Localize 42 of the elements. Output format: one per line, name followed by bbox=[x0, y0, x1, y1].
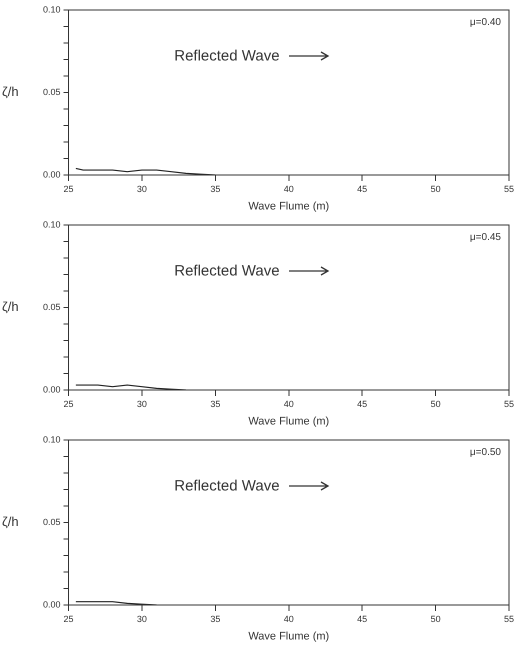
x-tick-label: 25 bbox=[64, 398, 74, 409]
annotation: Reflected Wave bbox=[174, 262, 280, 280]
x-tick-label: 50 bbox=[430, 184, 441, 194]
annotation: Reflected Wave bbox=[174, 47, 280, 64]
y-tick-label: 0.10 bbox=[42, 219, 61, 230]
x-tick-label: 40 bbox=[284, 614, 294, 624]
x-tick-label: 30 bbox=[136, 398, 147, 409]
x-tick-label: 25 bbox=[64, 184, 74, 194]
x-tick-label: 55 bbox=[504, 184, 514, 194]
x-axis-title: Wave Flume (m) bbox=[248, 630, 330, 642]
annotation: μ=0.45 bbox=[470, 232, 502, 243]
x-tick-label: 45 bbox=[357, 614, 368, 624]
annotation: μ=0.40 bbox=[470, 16, 502, 28]
y-tick-label: 0.05 bbox=[42, 86, 61, 97]
x-tick-label: 40 bbox=[284, 398, 294, 409]
y-axis-title: ζ/h bbox=[2, 514, 19, 530]
x-tick-label: 35 bbox=[210, 398, 220, 409]
y-tick-label: 0.05 bbox=[42, 302, 61, 312]
x-tick-label: 50 bbox=[430, 398, 441, 409]
annotation: μ=0.50 bbox=[470, 446, 502, 458]
y-tick-label: 0.00 bbox=[42, 169, 61, 180]
x-tick-label: 25 bbox=[64, 614, 74, 624]
x-tick-label: 35 bbox=[210, 184, 220, 194]
x-axis-title: Wave Flume (m) bbox=[248, 415, 330, 428]
x-tick-label: 55 bbox=[504, 614, 514, 624]
x-tick-label: 45 bbox=[357, 184, 368, 194]
x-tick-label: 50 bbox=[430, 614, 441, 624]
x-tick-label: 40 bbox=[284, 184, 294, 194]
y-axis-title: ζ/h bbox=[2, 299, 19, 314]
x-tick-label: 30 bbox=[136, 184, 147, 194]
x-tick-label: 55 bbox=[504, 398, 514, 409]
x-axis-title: Wave Flume (m) bbox=[248, 200, 330, 212]
x-tick-label: 30 bbox=[136, 614, 147, 624]
annotation: Reflected Wave bbox=[174, 477, 280, 494]
y-tick-label: 0.00 bbox=[42, 384, 61, 394]
x-tick-label: 45 bbox=[357, 398, 368, 409]
y-tick-label: 0.00 bbox=[42, 599, 61, 610]
y-tick-label: 0.05 bbox=[42, 516, 61, 527]
y-tick-label: 0.10 bbox=[42, 4, 61, 14]
x-tick-label: 35 bbox=[210, 614, 220, 624]
y-tick-label: 0.10 bbox=[42, 434, 61, 444]
y-axis-title: ζ/h bbox=[2, 84, 19, 100]
